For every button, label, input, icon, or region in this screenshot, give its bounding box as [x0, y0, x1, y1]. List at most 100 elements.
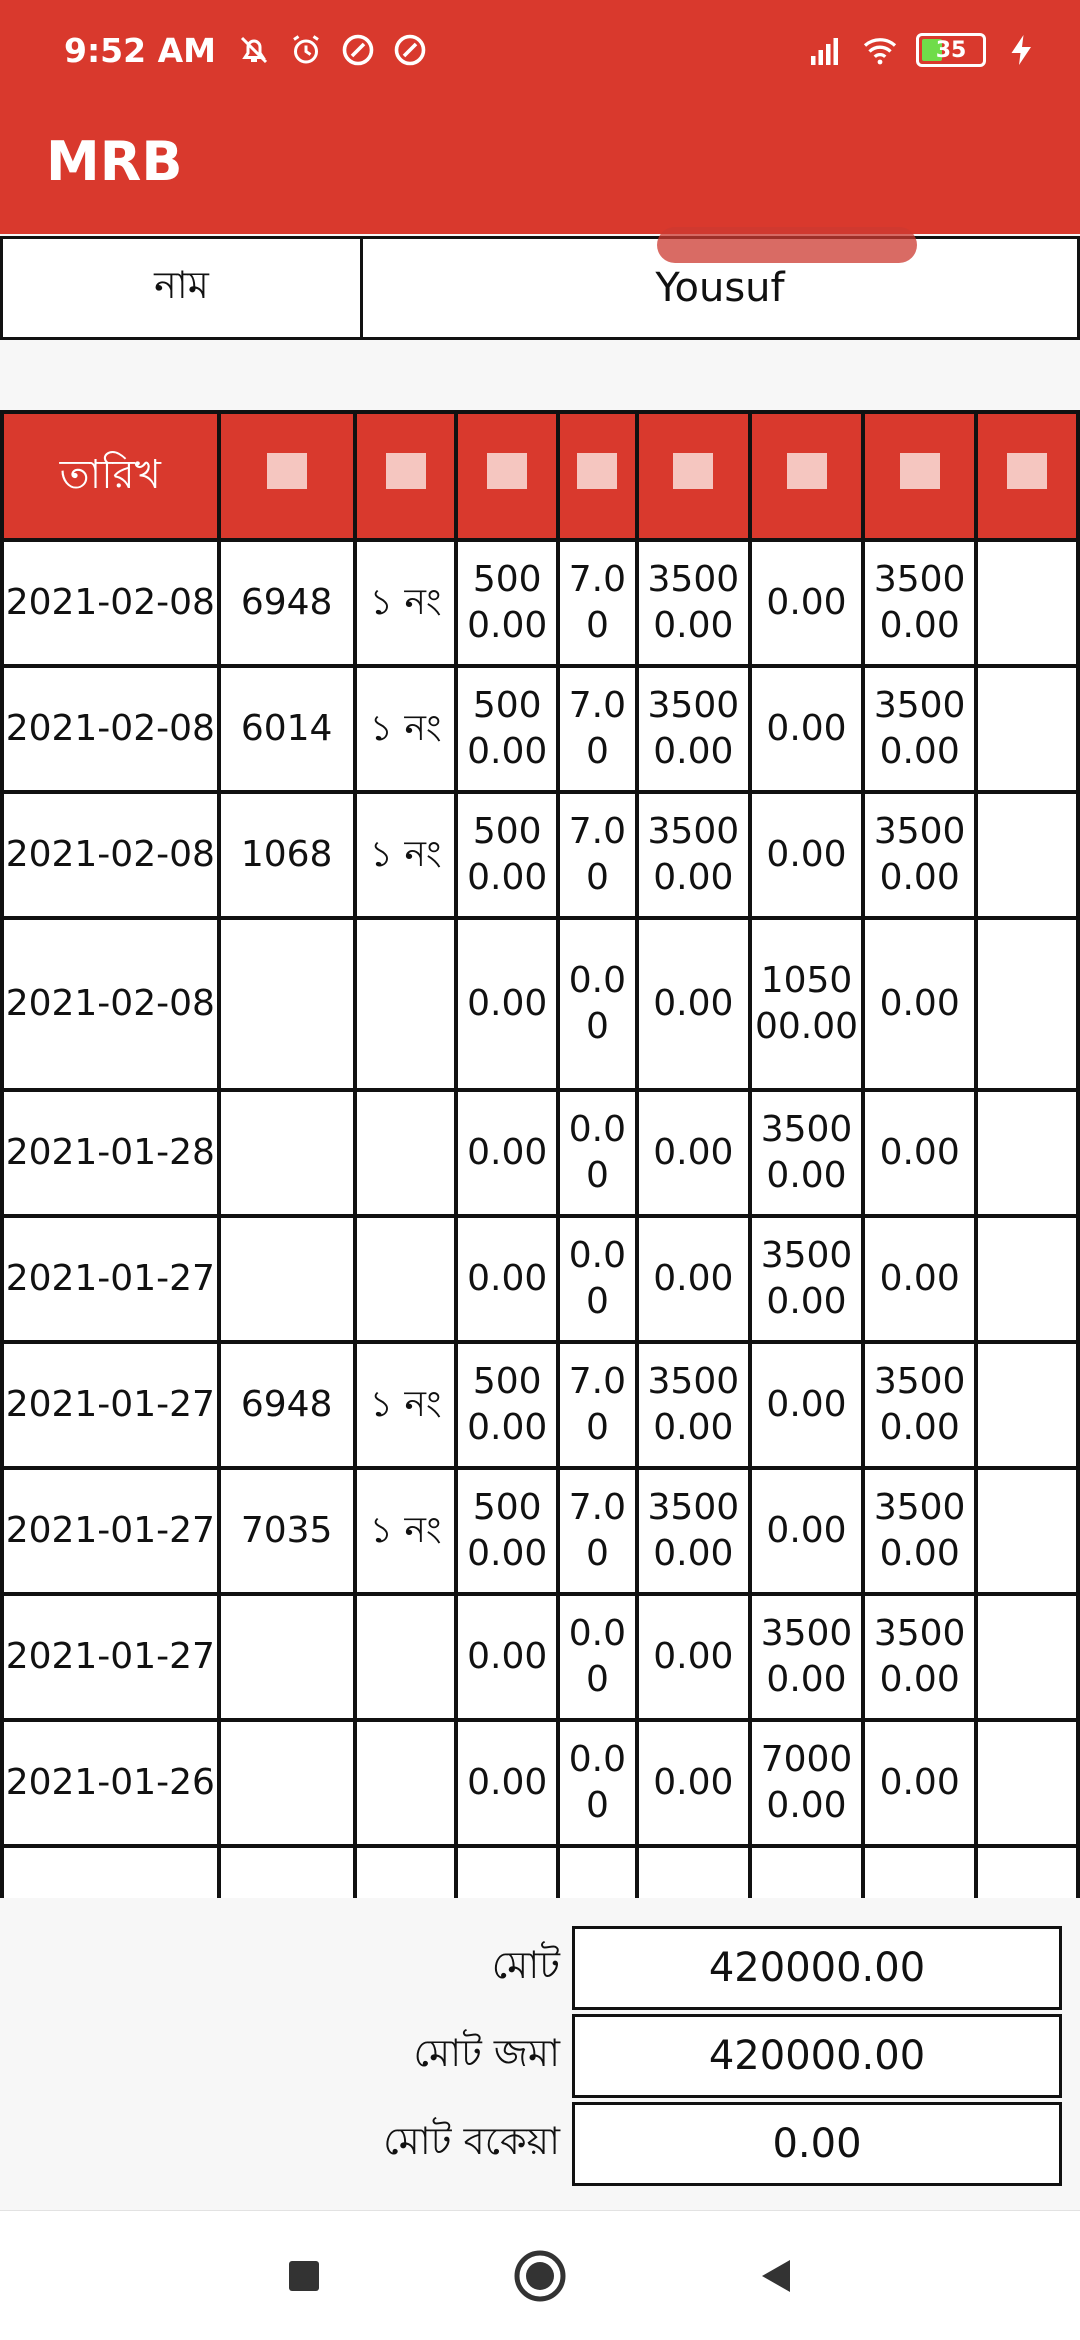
- table-cell: [978, 668, 1076, 790]
- table-cell: ১ নং: [356, 1344, 455, 1466]
- table-cell: 0.00: [865, 920, 975, 1088]
- transaction-table[interactable]: তারিখ 2021-02-08 6948 ১ নং 5000.00 7.00 35000…: [0, 410, 1080, 1898]
- column-header: [458, 414, 557, 538]
- redaction-blot: [487, 453, 528, 489]
- battery-icon: 35: [916, 33, 986, 67]
- table-cell: [978, 920, 1076, 1088]
- table-cell: [220, 1722, 353, 1844]
- recents-button[interactable]: [276, 2248, 332, 2304]
- table-cell: [458, 1848, 557, 1898]
- table-row[interactable]: 2021-01-28 0.00 0.00 0.00 35000.00 0.00: [4, 1092, 1076, 1214]
- table-cell: 35000.00: [638, 1344, 748, 1466]
- table-row[interactable]: 2021-01-27 0.00 0.00 0.00 35000.00 0.00: [4, 1218, 1076, 1340]
- table-row[interactable]: 2021-01-27 7035 ১ নং 5000.00 7.00 35000.00 0.0…: [4, 1470, 1076, 1592]
- table-cell: 0.00: [865, 1722, 975, 1844]
- table-cell: 0.00: [560, 920, 635, 1088]
- home-button[interactable]: [512, 2248, 568, 2304]
- table-cell: ১ নং: [356, 1470, 455, 1592]
- data-table: তারিখ 2021-02-08 6948 ১ নং 5000.00 7.00 35000…: [0, 410, 1080, 1898]
- app-header: 9:52 AM 35 MRB: [0, 0, 1080, 234]
- redaction-blot: [577, 453, 618, 489]
- name-row: নাম Yousuf: [0, 227, 1080, 340]
- circle-icon: [514, 2250, 566, 2301]
- square-icon: [289, 2260, 319, 2291]
- table-cell: [978, 1218, 1076, 1340]
- table-cell: 0.00: [458, 1218, 557, 1340]
- table-cell: 0.00: [458, 1092, 557, 1214]
- table-cell: 0.00: [638, 1596, 748, 1718]
- table-cell: 35000.00: [865, 1596, 975, 1718]
- redaction-blot: [673, 453, 714, 489]
- table-cell: [220, 1596, 353, 1718]
- table-row[interactable]: [4, 1848, 1076, 1898]
- table-cell: [978, 1848, 1076, 1898]
- total-deposit-value: 420000.00: [572, 2014, 1062, 2098]
- table-cell: 35000.00: [751, 1092, 862, 1214]
- table-cell: 0.00: [751, 1344, 862, 1466]
- column-header: তারিখ: [4, 414, 217, 538]
- table-cell: 5000.00: [458, 1344, 557, 1466]
- table-cell: [356, 1596, 455, 1718]
- table-cell: 2021-01-27: [4, 1470, 217, 1592]
- table-cell: 0.00: [865, 1218, 975, 1340]
- navigation-bar: [0, 2210, 1080, 2340]
- table-cell: 35000.00: [751, 1218, 862, 1340]
- name-value: Yousuf: [363, 227, 1077, 337]
- table-cell: 7.00: [560, 668, 635, 790]
- table-cell: [560, 1848, 635, 1898]
- total-label: মোট: [491, 1943, 560, 1987]
- table-cell: [978, 1344, 1076, 1466]
- table-cell: 0.00: [560, 1596, 635, 1718]
- table-cell: 35000.00: [865, 1344, 975, 1466]
- status-bar: 9:52 AM 35: [64, 28, 1040, 72]
- table-row[interactable]: 2021-02-08 6948 ১ নং 5000.00 7.00 35000.00 0.0…: [4, 542, 1076, 664]
- table-cell: [978, 1092, 1076, 1214]
- mute-icon: [240, 36, 268, 64]
- redaction-blot: [1007, 453, 1048, 489]
- table-cell: ১ নং: [356, 668, 455, 790]
- table-cell: 35000.00: [751, 1596, 862, 1718]
- table-row[interactable]: 2021-02-08 0.00 0.00 0.00 105000.00 0.00: [4, 920, 1076, 1088]
- table-cell: 5000.00: [458, 1470, 557, 1592]
- table-cell: 0.00: [638, 1722, 748, 1844]
- table-cell: [220, 1218, 353, 1340]
- column-header: [978, 414, 1076, 538]
- table-cell: 0.00: [560, 1722, 635, 1844]
- table-cell: 70000.00: [751, 1722, 862, 1844]
- table-cell: [978, 1722, 1076, 1844]
- total-due-row: মোট বকেয়া 0.00: [0, 2102, 1080, 2186]
- table-cell: 2021-01-27: [4, 1344, 217, 1466]
- table-row[interactable]: 2021-01-26 0.00 0.00 0.00 70000.00 0.00: [4, 1722, 1076, 1844]
- total-due-value: 0.00: [572, 2102, 1062, 2186]
- table-cell: 2021-01-26: [4, 1722, 217, 1844]
- battery-level: 35: [935, 37, 967, 63]
- table-cell: 1068: [220, 794, 353, 916]
- table-cell: [4, 1848, 217, 1898]
- table-cell: 0.00: [865, 1092, 975, 1214]
- totals-panel: মোট 420000.00 মোট জমা 420000.00 মোট বকেয…: [0, 1900, 1080, 2210]
- column-header: [560, 414, 635, 538]
- column-header: [751, 414, 862, 538]
- back-button[interactable]: [748, 2248, 804, 2304]
- table-cell: 105000.00: [751, 920, 862, 1088]
- table-row[interactable]: 2021-02-08 1068 ১ নং 5000.00 7.00 35000.00 0.0…: [4, 794, 1076, 916]
- table-row[interactable]: 2021-01-27 0.00 0.00 0.00 35000.00 35000.00: [4, 1596, 1076, 1718]
- total-due-label: মোট বকেয়া: [383, 2119, 560, 2163]
- column-header: [356, 414, 455, 538]
- table-cell: 35000.00: [865, 1470, 975, 1592]
- table-cell: [356, 1218, 455, 1340]
- table-cell: 2021-02-08: [4, 542, 217, 664]
- table-cell: 0.00: [638, 1092, 748, 1214]
- table-cell: [356, 1722, 455, 1844]
- table-row[interactable]: 2021-01-27 6948 ১ নং 5000.00 7.00 35000.00 0.0…: [4, 1344, 1076, 1466]
- table-row[interactable]: 2021-02-08 6014 ১ নং 5000.00 7.00 35000.00 0.0…: [4, 668, 1076, 790]
- redaction-blot: [899, 453, 940, 489]
- table-cell: [220, 1092, 353, 1214]
- table-cell: [978, 794, 1076, 916]
- table-cell: [356, 920, 455, 1088]
- column-header: [865, 414, 975, 538]
- table-cell: [356, 1848, 455, 1898]
- table-cell: 35000.00: [865, 668, 975, 790]
- table-cell: 0.00: [751, 794, 862, 916]
